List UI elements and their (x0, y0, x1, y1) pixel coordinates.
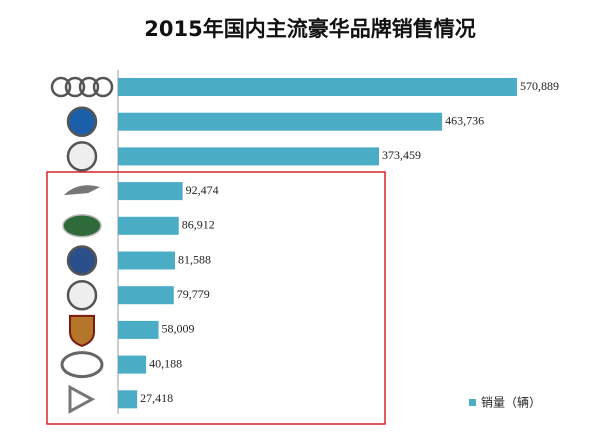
value-label: 40,188 (149, 356, 182, 370)
bar (118, 390, 138, 409)
value-label: 27,418 (140, 391, 173, 405)
bar (118, 251, 176, 270)
logo-ring (92, 76, 114, 98)
bar (118, 216, 179, 235)
legend-swatch (469, 399, 476, 406)
bar (118, 147, 380, 166)
logo-shape (66, 245, 98, 276)
logo-shape (66, 141, 98, 172)
legend-label: 销量（辆） (481, 396, 541, 410)
logo-shape (68, 384, 96, 414)
logos (50, 76, 114, 414)
value-label: 373,459 (382, 148, 421, 162)
logo-shape (66, 279, 98, 311)
logo-shape (60, 351, 104, 379)
value-label: 81,588 (178, 252, 211, 266)
logo-shape (69, 314, 95, 347)
logo-shape (62, 214, 102, 238)
highlight-box (46, 171, 386, 425)
value-label: 86,912 (182, 218, 215, 232)
bar (118, 320, 159, 339)
logo-ring (50, 76, 72, 98)
bar (118, 112, 443, 131)
bar (118, 355, 147, 374)
logo-ring (64, 76, 86, 98)
logo-ring (78, 76, 100, 98)
chart-title: 2015年国内主流豪华品牌销售情况 (144, 17, 475, 41)
bar (118, 182, 183, 201)
value-label: 92,474 (186, 183, 219, 197)
value-label: 570,889 (520, 79, 559, 93)
bar (118, 286, 174, 305)
bar (118, 78, 517, 96)
value-label: 463,736 (445, 113, 484, 127)
logo-shape (66, 106, 98, 137)
logo-shape (64, 185, 100, 196)
value-label: 79,779 (177, 287, 210, 301)
value-label: 58,009 (162, 322, 195, 336)
